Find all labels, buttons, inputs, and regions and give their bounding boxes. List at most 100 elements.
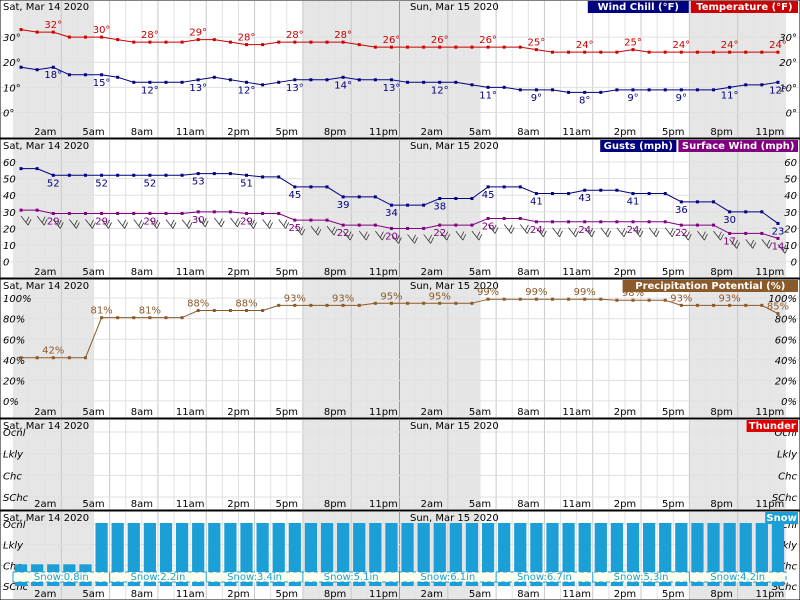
wind-barb-flag xyxy=(349,233,354,241)
data-point xyxy=(647,88,651,92)
wind-barb-staff xyxy=(246,219,254,229)
data-label: 99% xyxy=(574,287,596,298)
snow-bar xyxy=(691,523,704,586)
wind-barb-flag xyxy=(685,231,690,238)
data-label: 22 xyxy=(433,228,446,239)
time-label: 8am xyxy=(131,499,153,510)
wind-barb-flag xyxy=(365,233,370,241)
data-label: 22 xyxy=(675,228,688,239)
data-label: 14° xyxy=(334,80,352,91)
legend-swatch xyxy=(678,140,798,152)
data-point xyxy=(567,220,571,224)
time-label: 5pm xyxy=(276,267,298,278)
data-point xyxy=(357,303,361,307)
data-point xyxy=(35,356,39,360)
y-tick-label: 30 xyxy=(3,208,16,219)
wind-barb-flag xyxy=(188,222,193,229)
time-label: 2am xyxy=(421,127,443,138)
data-point xyxy=(67,35,71,39)
data-label: 29 xyxy=(47,216,60,227)
wind-barb xyxy=(713,230,724,241)
time-label: 11am xyxy=(176,589,205,600)
wind-barb-flag xyxy=(446,233,451,241)
wind-barb-flag xyxy=(718,231,722,238)
wind-barb-staff xyxy=(729,239,737,249)
time-label: 11am xyxy=(176,407,205,418)
data-point xyxy=(164,173,168,177)
wind-barb xyxy=(455,230,467,241)
data-point xyxy=(663,50,667,54)
data-label: 25 xyxy=(288,223,301,234)
time-label: 5am xyxy=(82,127,104,138)
wind-barb-flag xyxy=(186,219,191,227)
snow-amount-label: Snow:5.3in xyxy=(614,572,669,583)
data-label: 29 xyxy=(144,216,157,227)
y-tick-label: Ocnl xyxy=(775,520,798,531)
data-point xyxy=(438,223,442,227)
wind-barb xyxy=(648,227,660,238)
data-point xyxy=(180,80,184,84)
wind-barb-flag xyxy=(704,233,708,241)
data-label: 26° xyxy=(431,35,449,46)
data-point xyxy=(502,297,506,301)
data-label: 14 xyxy=(772,241,785,252)
snow-bar xyxy=(578,523,591,586)
snow-bar xyxy=(771,523,785,586)
data-point xyxy=(19,65,23,69)
data-point xyxy=(744,231,748,235)
time-label: 8pm xyxy=(710,499,732,510)
data-point xyxy=(695,200,699,204)
wind-barb-flag xyxy=(492,224,497,232)
data-point xyxy=(518,297,522,301)
wind-barb xyxy=(294,225,306,236)
data-point xyxy=(486,185,490,189)
data-point xyxy=(663,192,667,196)
time-label: 8pm xyxy=(710,589,732,600)
data-point xyxy=(438,197,442,201)
wind-barb-flag xyxy=(138,219,143,227)
snow-bar xyxy=(594,523,607,586)
data-point xyxy=(631,220,635,224)
wind-barb-staff xyxy=(584,227,593,238)
wind-barb xyxy=(632,227,644,238)
y-tick-label: 10 xyxy=(784,241,797,252)
wind-barb-flag xyxy=(92,222,96,229)
data-label: 34 xyxy=(385,208,398,219)
data-point xyxy=(422,45,426,49)
wind-barb-flag xyxy=(687,233,692,241)
wind-barb xyxy=(262,219,273,229)
time-label: 5pm xyxy=(276,499,298,510)
wind-barb xyxy=(664,227,676,238)
snow-bar xyxy=(353,523,366,586)
time-label: 11am xyxy=(176,499,205,510)
data-point xyxy=(245,308,249,312)
data-point xyxy=(180,211,184,215)
data-label: 30 xyxy=(723,215,736,226)
wind-barb xyxy=(423,234,435,244)
wind-barb-flag xyxy=(140,222,145,229)
data-point xyxy=(744,210,748,214)
data-point xyxy=(454,197,458,201)
data-point xyxy=(245,43,249,47)
data-point xyxy=(631,88,635,92)
wind-barb-flag xyxy=(235,218,239,225)
wind-barb-staff xyxy=(423,234,431,244)
wind-barb-staff xyxy=(407,234,415,244)
y-tick-label: 50 xyxy=(784,175,797,186)
data-point xyxy=(261,83,265,87)
data-label: 43 xyxy=(578,193,591,204)
time-label: 2am xyxy=(34,127,56,138)
wind-barb-flag xyxy=(108,222,112,229)
data-label: 51 xyxy=(240,178,253,189)
y-tick-label: 0 xyxy=(3,258,9,269)
data-point xyxy=(712,88,716,92)
snow-bar xyxy=(208,523,221,586)
wind-barb-flag xyxy=(524,224,529,232)
data-point xyxy=(567,192,571,196)
data-point xyxy=(534,88,538,92)
wind-barb-staff xyxy=(697,230,705,241)
data-point xyxy=(679,88,683,92)
data-point xyxy=(261,308,265,312)
data-point xyxy=(261,211,265,215)
y-tick-label: 50 xyxy=(3,175,16,186)
